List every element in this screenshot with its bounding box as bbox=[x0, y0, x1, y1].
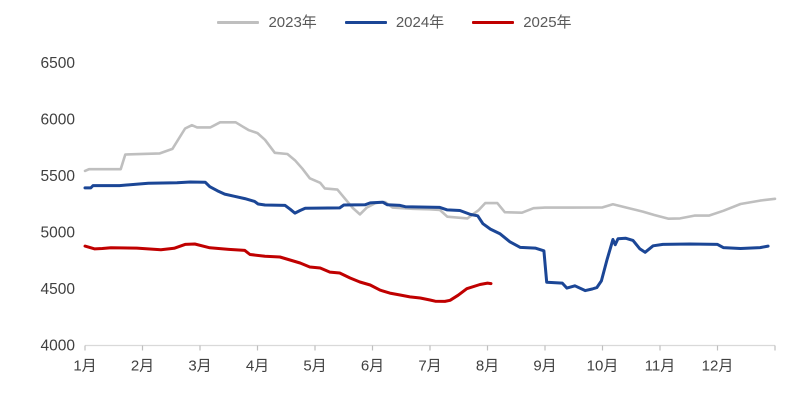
legend-label: 2024年 bbox=[395, 13, 445, 31]
x-axis-label: 4月 bbox=[246, 358, 269, 375]
legend-item-2024: 2024年 bbox=[344, 13, 445, 31]
legend-item-2025: 2025年 bbox=[472, 13, 572, 31]
x-axis-label: 7月 bbox=[418, 358, 441, 375]
x-axis-label: 5月 bbox=[303, 358, 326, 375]
y-axis-label: 4000 bbox=[41, 338, 76, 355]
x-axis-label: 10月 bbox=[587, 358, 619, 375]
x-axis-label: 6月 bbox=[361, 358, 384, 375]
series-line-2023 bbox=[83, 121, 777, 220]
x-axis-label: 12月 bbox=[702, 358, 734, 375]
legend-line-swatch bbox=[344, 20, 387, 24]
x-axis-label: 2月 bbox=[131, 358, 154, 375]
y-axis-label: 4500 bbox=[41, 281, 76, 298]
x-axis-label: 11月 bbox=[645, 358, 676, 375]
legend-line-swatch bbox=[472, 20, 515, 24]
series-line-2024 bbox=[83, 180, 770, 293]
legend-label: 2023年 bbox=[268, 13, 317, 31]
series-line-2025 bbox=[83, 242, 493, 303]
legend-label: 2025年 bbox=[523, 13, 572, 31]
legend-item-2023: 2023年 bbox=[217, 13, 317, 31]
y-axis-label: 6000 bbox=[41, 112, 76, 129]
x-axis-label: 8月 bbox=[476, 358, 499, 375]
y-axis-label: 6500 bbox=[41, 55, 76, 72]
y-axis-label: 5000 bbox=[41, 225, 76, 242]
x-axis-label: 9月 bbox=[533, 358, 556, 375]
legend-line-swatch bbox=[217, 20, 260, 24]
x-axis-label: 1月 bbox=[73, 358, 96, 375]
x-axis-label: 3月 bbox=[188, 358, 211, 375]
chart-legend: 2023年 2024年 2025年 bbox=[0, 10, 789, 34]
y-axis-label: 5500 bbox=[41, 168, 76, 185]
